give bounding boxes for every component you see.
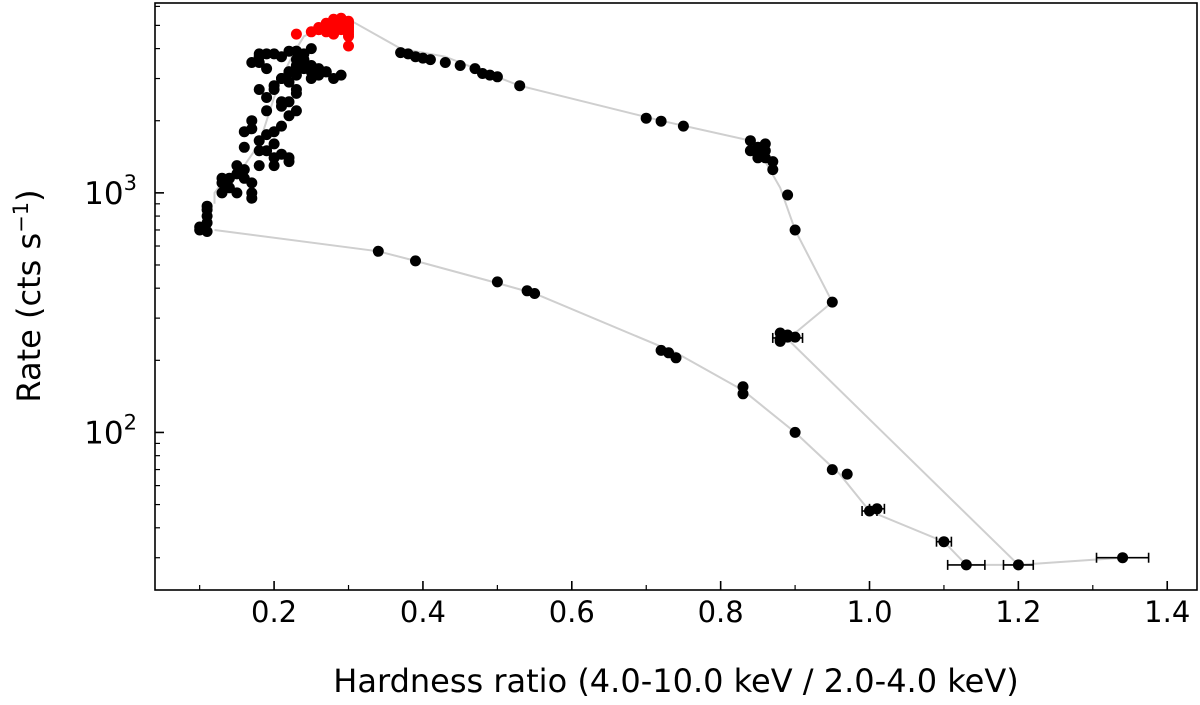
data-point (826, 296, 838, 308)
data-point (789, 224, 801, 236)
data-point (335, 69, 347, 81)
data-point (268, 138, 280, 150)
y-tick-label-base: 10 (84, 415, 123, 451)
highlight-data-point (290, 28, 302, 40)
x-tick-label: 1.0 (846, 595, 892, 629)
y-tick-label: 103 (84, 171, 137, 212)
data-point (424, 54, 436, 66)
data-point (305, 73, 317, 84)
data-point (454, 60, 466, 71)
data-point (268, 84, 280, 95)
data-point (253, 84, 265, 95)
data-point (410, 255, 421, 267)
data-point (670, 352, 682, 364)
x-axis-ticks: 0.2 0.4 0.6 0.8 1.0 1.2 1.4 (199, 581, 1190, 629)
data-point (298, 54, 310, 66)
highlight-data-point (335, 12, 347, 24)
data-point (782, 189, 794, 201)
x-tick-label: 0.8 (698, 595, 744, 629)
data-point (276, 96, 287, 108)
data-point-group (194, 12, 1129, 571)
data-point (246, 123, 258, 135)
data-point (491, 276, 503, 288)
y-axis-label-close: ) (10, 189, 48, 201)
data-point (261, 105, 273, 117)
data-point (238, 164, 250, 176)
data-point (789, 426, 801, 438)
data-point (290, 45, 302, 57)
data-point (246, 177, 258, 189)
data-point (737, 388, 749, 400)
data-point (253, 135, 265, 147)
data-point (246, 115, 258, 127)
data-point (767, 164, 779, 176)
x-axis-label: Hardness ratio (4.0-10.0 keV / 2.0-4.0 k… (333, 662, 1018, 700)
data-point (283, 152, 295, 164)
highlight-data-point (343, 30, 354, 42)
data-point (744, 135, 756, 147)
data-point (871, 503, 883, 515)
data-point (283, 76, 295, 88)
data-point (253, 160, 265, 172)
data-point (826, 464, 838, 476)
data-point (201, 226, 213, 237)
data-point (290, 69, 302, 81)
plot-frame (154, 2, 1198, 591)
data-point (305, 60, 317, 71)
data-point (1117, 552, 1129, 564)
y-tick-label-exponent: 3 (124, 171, 137, 195)
data-point (439, 57, 451, 68)
y-axis-label-main: Rate (cts s (10, 233, 48, 403)
data-point (231, 187, 243, 199)
y-tick-label-exponent: 2 (124, 410, 137, 434)
data-point (276, 120, 287, 132)
data-point (938, 536, 950, 548)
data-point (655, 115, 667, 127)
data-point (767, 156, 779, 168)
data-point (640, 112, 652, 124)
data-point (201, 200, 213, 212)
y-axis-label: Rate (cts s−1) (9, 189, 48, 402)
error-bar-group (771, 332, 1150, 570)
data-point (261, 92, 273, 103)
data-point (514, 80, 526, 92)
track-line-group (213, 18, 1123, 566)
y-tick-label-base: 10 (84, 176, 123, 212)
data-point (774, 335, 786, 347)
data-point (789, 331, 801, 343)
x-tick-label: 0.2 (251, 595, 297, 629)
data-point (372, 245, 384, 257)
x-tick-label: 1.2 (995, 595, 1041, 629)
data-point (320, 66, 332, 78)
data-point (261, 63, 273, 75)
data-point (305, 43, 317, 55)
data-point (491, 71, 503, 83)
data-point (290, 105, 302, 117)
data-point (238, 141, 250, 153)
x-tick-label: 0.6 (549, 595, 595, 629)
data-point (677, 120, 689, 132)
x-tick-label: 1.4 (1144, 595, 1190, 629)
highlight-data-point (343, 40, 354, 52)
track-line (213, 18, 1123, 566)
data-point (290, 84, 302, 95)
data-point (246, 192, 258, 204)
data-point (1012, 559, 1024, 571)
highlight-data-point (313, 24, 325, 36)
data-point (841, 468, 853, 480)
x-tick-label: 0.4 (400, 595, 446, 629)
data-point (246, 57, 258, 68)
data-point (261, 145, 273, 157)
data-point (268, 160, 280, 172)
data-point (960, 559, 972, 571)
y-axis-label-exponent: −1 (9, 202, 33, 233)
y-tick-label: 102 (84, 410, 137, 451)
data-point (529, 288, 541, 299)
